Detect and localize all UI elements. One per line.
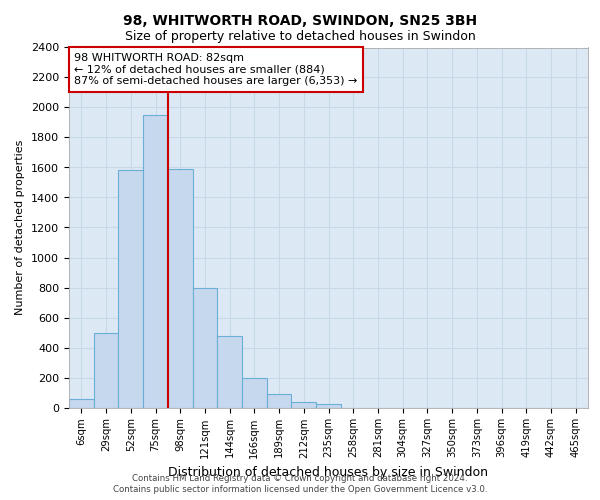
- Text: 98, WHITWORTH ROAD, SWINDON, SN25 3BH: 98, WHITWORTH ROAD, SWINDON, SN25 3BH: [123, 14, 477, 28]
- Bar: [69, 399, 94, 407]
- Text: Contains HM Land Registry data © Crown copyright and database right 2024.
Contai: Contains HM Land Registry data © Crown c…: [113, 474, 487, 494]
- Bar: [292, 402, 316, 407]
- Bar: [242, 378, 267, 408]
- Text: Size of property relative to detached houses in Swindon: Size of property relative to detached ho…: [125, 30, 475, 43]
- Bar: [118, 170, 143, 408]
- Bar: [267, 394, 292, 407]
- Bar: [217, 336, 242, 407]
- Bar: [316, 404, 341, 407]
- Bar: [143, 115, 168, 408]
- Bar: [168, 169, 193, 408]
- Text: 98 WHITWORTH ROAD: 82sqm
← 12% of detached houses are smaller (884)
87% of semi-: 98 WHITWORTH ROAD: 82sqm ← 12% of detach…: [74, 53, 358, 86]
- Y-axis label: Number of detached properties: Number of detached properties: [16, 140, 25, 315]
- X-axis label: Distribution of detached houses by size in Swindon: Distribution of detached houses by size …: [169, 466, 488, 479]
- Bar: [94, 332, 118, 407]
- Bar: [193, 288, 217, 408]
